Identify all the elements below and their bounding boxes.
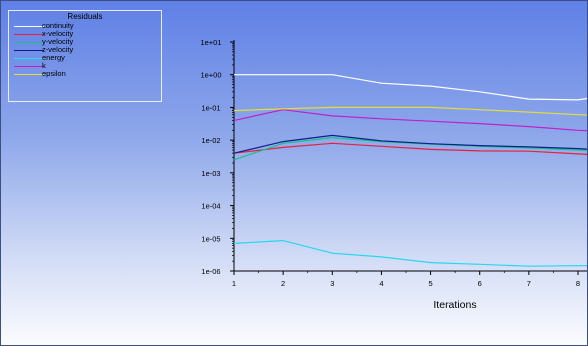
- x-tick-label: 3: [330, 279, 334, 288]
- legend-label: epsilon: [42, 69, 66, 78]
- series-lines: [233, 74, 587, 267]
- legend-label: k: [42, 61, 46, 70]
- legend-swatch: [14, 66, 44, 67]
- legend-title: Residuals: [67, 12, 103, 21]
- x-tick-label: 1: [232, 279, 236, 288]
- y-tick-label: 1e-05: [201, 234, 220, 243]
- legend-label: y-velocity: [42, 37, 74, 46]
- legend-swatch: [14, 26, 44, 27]
- series-line-energy: [233, 239, 587, 267]
- y-tick-label: 1e-01: [201, 103, 220, 112]
- legend-swatch: [14, 58, 44, 59]
- legend-item-energy: energy: [14, 53, 154, 62]
- axes: 1e+01 1e+00 1e-01 1e-02 1e-03 1e-04 1e-05 1e-06…: [200, 38, 587, 288]
- series-line-x-velocity: [233, 142, 587, 155]
- x-tick-label: 5: [428, 279, 432, 288]
- legend-item-continuity: continuity: [14, 21, 154, 30]
- legend-item-k: k: [14, 61, 154, 70]
- legend-item-epsilon: epsilon: [14, 69, 154, 78]
- legend-item-x-velocity: x-velocity: [14, 29, 154, 38]
- series-line-epsilon: [233, 106, 587, 116]
- legend-label: energy: [42, 53, 65, 62]
- legend: Residuals continuity x-velocity y-velocity…: [8, 10, 162, 102]
- y-tick-label: 1e-06: [201, 267, 220, 276]
- legend-swatch: [14, 34, 44, 35]
- y-tick-label: 1e-02: [201, 136, 220, 145]
- legend-swatch: [14, 42, 44, 43]
- x-tick-label: 8: [576, 279, 580, 288]
- y-tick-label: 1e+01: [200, 38, 221, 47]
- series-line-z-velocity: [233, 134, 587, 154]
- legend-label: z-velocity: [42, 45, 74, 54]
- x-tick-label: 4: [379, 279, 383, 288]
- y-tick-label: 1e-03: [201, 169, 220, 178]
- y-tick-label: 1e+00: [200, 71, 221, 80]
- legend-swatch: [14, 50, 44, 51]
- y-tick-label: 1e-04: [201, 202, 220, 211]
- legend-item-z-velocity: z-velocity: [14, 45, 154, 54]
- x-tick-label: 2: [281, 279, 285, 288]
- legend-label: x-velocity: [42, 29, 74, 38]
- series-line-k: [233, 109, 587, 132]
- x-tick-label: 6: [478, 279, 482, 288]
- x-axis-label: Iterations: [433, 299, 476, 311]
- legend-swatch: [14, 74, 44, 75]
- legend-item-y-velocity: y-velocity: [14, 37, 154, 46]
- series-line-continuity: [234, 74, 587, 101]
- legend-label: continuity: [42, 21, 74, 30]
- x-tick-label: 7: [527, 279, 531, 288]
